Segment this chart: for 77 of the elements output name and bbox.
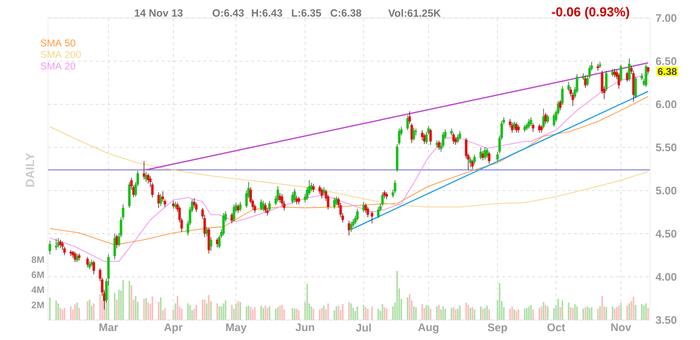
annotation: -0.06 (0.93%) <box>552 6 630 20</box>
candlestick <box>208 227 210 254</box>
candlestick <box>552 113 556 128</box>
candlestick <box>559 100 562 111</box>
candlestick <box>377 206 380 218</box>
candlestick <box>480 147 482 160</box>
y2-tick-label: 8M <box>32 256 44 263</box>
text: Vol:61.25K <box>388 9 441 17</box>
candlestick <box>394 180 396 194</box>
candlestick <box>486 148 488 158</box>
x-tick-label: Oct <box>547 324 566 332</box>
candlestick <box>561 86 564 106</box>
candlestick <box>618 72 620 90</box>
candlestick <box>370 210 374 224</box>
text: L:6.35 <box>292 9 322 17</box>
candlestick <box>280 194 284 206</box>
annotation: 6.38 <box>658 68 677 76</box>
candlestick <box>605 70 608 92</box>
y-tick-label: 3.50 <box>656 316 676 324</box>
x-tick-label: Apr <box>164 324 183 334</box>
candlestick <box>567 82 570 92</box>
candlestick <box>278 192 282 203</box>
candlestick <box>484 147 486 160</box>
candlestick <box>159 194 162 206</box>
candlestick <box>113 233 116 260</box>
text: C:6.38 <box>330 9 362 17</box>
candlestick <box>238 201 242 212</box>
candlestick <box>598 62 602 68</box>
x-tick-label: Aug <box>418 324 438 334</box>
y2-tick-label: 6M <box>32 271 44 278</box>
y-tick-label: 4.50 <box>656 230 676 238</box>
candlestick <box>195 202 198 212</box>
candlestick <box>268 200 271 212</box>
text: SMA 200 <box>40 50 81 58</box>
candlestick <box>442 132 444 148</box>
candlestick <box>293 188 296 202</box>
y-tick-label: 5.50 <box>656 144 676 152</box>
candlestick <box>350 221 352 232</box>
y2-tick-label: 4M <box>31 286 44 294</box>
candlestick <box>530 116 532 126</box>
candlestick <box>412 127 416 141</box>
x-tick-label: Nov <box>611 324 632 332</box>
candlestick <box>471 159 474 170</box>
y2-tick-label: 2M <box>32 302 44 308</box>
text: SMA 50 <box>40 39 76 47</box>
text: O:6.43 <box>212 9 244 17</box>
x-tick-label: Sep <box>488 324 508 334</box>
candlestick <box>264 202 267 214</box>
candlestick <box>222 212 225 236</box>
candlestick <box>473 154 476 165</box>
x-tick-label: Mar <box>99 324 118 332</box>
y-tick-label: 7.00 <box>656 14 676 22</box>
y-tick-label: 6.00 <box>656 100 676 108</box>
candlestick <box>406 115 409 130</box>
y-tick-label: 6.50 <box>656 57 676 66</box>
text: H:6.43 <box>252 9 282 17</box>
candlestick <box>620 64 622 82</box>
y-tick-label: 5.00 <box>656 186 676 194</box>
candlestick <box>210 236 212 252</box>
candlestick <box>276 186 280 202</box>
candlestick <box>450 128 453 136</box>
candlestick <box>366 206 370 218</box>
text: SMA 20 <box>40 62 76 70</box>
candlestick <box>634 76 637 99</box>
text: 14 Nov 13 <box>134 9 183 17</box>
y-tick-label: 4.00 <box>656 272 676 281</box>
candlestick <box>146 173 150 184</box>
candlestick <box>232 204 236 222</box>
candlestick <box>517 124 520 134</box>
x-tick-label: Jun <box>296 324 314 332</box>
candlestick <box>429 128 432 146</box>
candlestick <box>356 208 359 222</box>
candlestick <box>128 182 131 208</box>
candlestick <box>488 151 490 164</box>
x-tick-label: Jul <box>356 324 371 332</box>
x-tick-label: May <box>226 324 247 334</box>
candlestick <box>364 203 367 214</box>
